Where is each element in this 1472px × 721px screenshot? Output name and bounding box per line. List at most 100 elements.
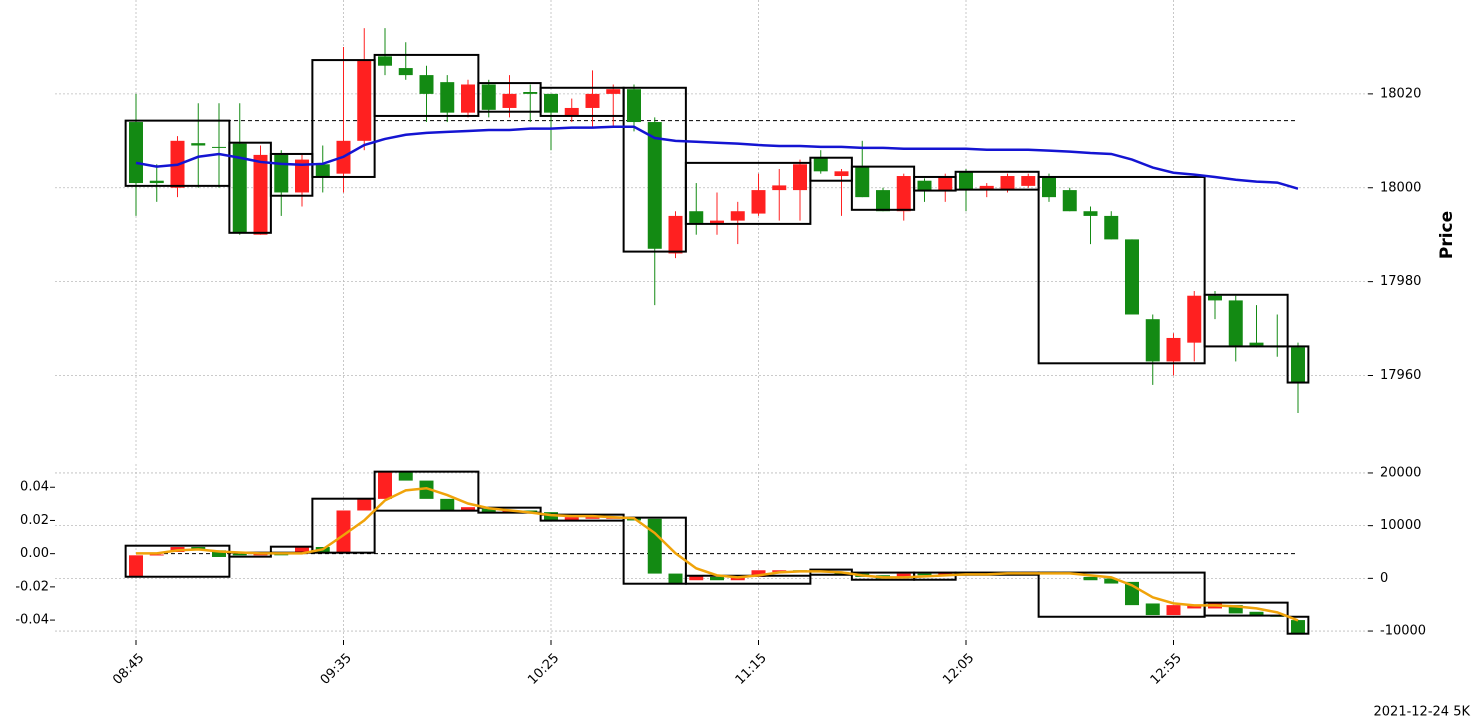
range-box [1203,293,1289,348]
candle-body [917,573,932,576]
y-tick-label: 0.00 [20,546,49,561]
candle-body [461,84,475,113]
candle-body [1249,342,1264,346]
candle-body [751,570,766,577]
y-tick-label: 17980 [1380,274,1421,289]
candle-body [523,92,538,94]
candle-body [1228,300,1243,346]
candle-body [481,508,496,513]
candle-body [710,576,724,581]
candle-body [751,190,766,214]
line-series [135,125,1299,190]
y-tick-label: -0.02 [15,579,49,594]
candle-body [502,93,517,108]
range-box [311,497,376,554]
range-box [1037,571,1206,618]
candle-body [295,159,309,193]
range-box [311,59,376,178]
candle-body [668,215,683,254]
candle-body [606,89,621,94]
x-tick-label: 08:45 [110,651,147,688]
y-tick-label: 17960 [1380,368,1421,383]
candle-body [1187,605,1202,609]
candle-body [253,154,268,235]
candle-body [896,176,911,212]
candle-body [813,157,828,172]
range-box [1203,601,1289,617]
x-tick-label: 12:05 [940,651,977,688]
candle-body [1166,337,1181,362]
candle-body [772,185,787,191]
candle-body [357,61,372,141]
x-tick-label: 09:35 [318,651,355,688]
candle-body [481,84,496,110]
candle-body [585,93,600,108]
candle-body [212,550,226,557]
candle-body [1104,578,1119,584]
candle-body [232,553,247,556]
candle-body [315,164,330,177]
candle-body [855,166,870,198]
y2-tick-label: 0 [1380,571,1388,586]
candle-body [564,107,579,115]
x-tick-label: 12:55 [1148,651,1185,688]
candle-body [1021,176,1036,186]
candle-body [627,89,641,123]
candle-body [191,143,206,146]
y-tick-label: 0.04 [20,480,49,495]
candle-body [274,154,289,193]
candle-body [1166,605,1181,616]
x-tick-label: 10:25 [525,651,562,688]
candle-body [1228,605,1243,614]
line-series [136,486,1299,622]
candle-body [398,68,413,76]
candle-body [378,56,392,66]
candle-body [1083,211,1098,216]
candle-body [730,211,745,221]
y-tick-label: 18020 [1380,86,1421,101]
candle-body [917,180,932,191]
candle-body [834,171,849,177]
candle-body [689,575,704,581]
candle-body [1291,620,1305,634]
candle-body [149,180,164,184]
footer: 2021-12-24 5K [1374,705,1471,720]
candle-body [938,176,953,191]
candle-body [378,472,392,499]
candle-body [1145,319,1160,362]
candle-body [689,211,704,223]
candle-body [129,122,143,184]
candle-body [357,498,372,511]
candle-body [1125,239,1139,315]
range-box [373,470,480,512]
candle-body [544,93,558,113]
y-tick-label: 18000 [1380,180,1421,195]
y-axis-label: Price [1437,211,1457,259]
candle-body [979,185,994,191]
candle-body [1000,176,1015,191]
y2-tick-label: 20000 [1380,465,1421,480]
candle-body [419,75,434,94]
y2-tick-label: -10000 [1380,624,1426,639]
candle-body [668,573,683,584]
range-box [477,506,542,514]
y-tick-label: 0.02 [20,513,49,528]
range-box [622,516,687,585]
candle-body [647,122,662,249]
candle-body [232,143,247,233]
candle-body [461,507,475,511]
range-box [1286,615,1310,635]
range-box [124,544,231,578]
y-tick-label: -0.04 [15,613,49,628]
candle-body [398,472,413,481]
candle-body [440,82,455,113]
candle-body [1291,347,1305,383]
candle-body [1187,295,1202,343]
candle-body [295,547,309,554]
range-box [684,161,812,225]
candle-body [1208,295,1222,301]
candle-body [440,498,455,511]
candle-body [336,510,351,552]
candle-body [896,573,911,577]
